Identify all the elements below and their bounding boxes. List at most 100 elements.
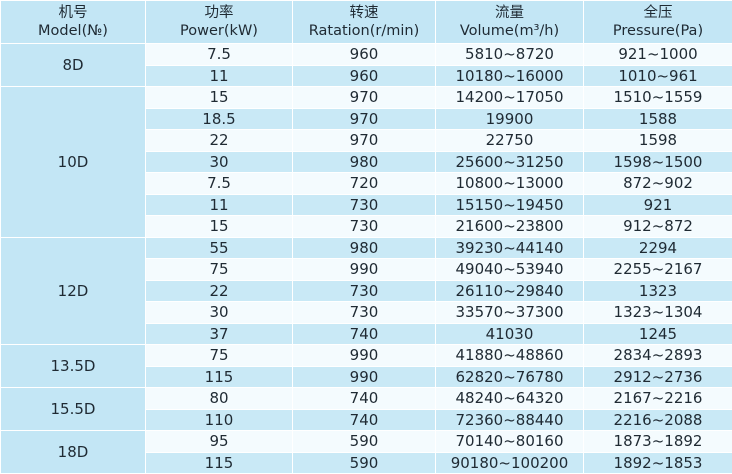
value-cell: 110 (146, 409, 293, 431)
value-cell: 11 (146, 194, 293, 216)
value-cell: 41030 (436, 323, 584, 345)
value-cell: 15 (146, 87, 293, 109)
model-cell: 13.5D (1, 345, 146, 388)
value-cell: 970 (293, 108, 436, 130)
value-cell: 1010~961 (584, 65, 732, 87)
value-cell: 90180~100200 (436, 452, 584, 474)
value-cell: 26110~29840 (436, 280, 584, 302)
value-cell: 2255~2167 (584, 259, 732, 281)
value-cell: 990 (293, 259, 436, 281)
value-cell: 970 (293, 87, 436, 109)
value-cell: 740 (293, 409, 436, 431)
value-cell: 30 (146, 151, 293, 173)
header-en: Power(kW) (146, 22, 292, 40)
value-cell: 72360~88440 (436, 409, 584, 431)
value-cell: 1323~1304 (584, 302, 732, 324)
value-cell: 960 (293, 65, 436, 87)
value-cell: 970 (293, 130, 436, 152)
header-cn: 功率 (146, 4, 292, 22)
value-cell: 18.5 (146, 108, 293, 130)
value-cell: 39230~44140 (436, 237, 584, 259)
value-cell: 80 (146, 388, 293, 410)
value-cell: 720 (293, 173, 436, 195)
value-cell: 730 (293, 302, 436, 324)
value-cell: 75 (146, 259, 293, 281)
value-cell: 740 (293, 323, 436, 345)
value-cell: 872~902 (584, 173, 732, 195)
value-cell: 912~872 (584, 216, 732, 238)
value-cell: 70140~80160 (436, 431, 584, 453)
value-cell: 10800~13000 (436, 173, 584, 195)
value-cell: 7.5 (146, 173, 293, 195)
value-cell: 41880~48860 (436, 345, 584, 367)
value-cell: 990 (293, 366, 436, 388)
header-en: Pressure(Pa) (584, 22, 732, 40)
value-cell: 590 (293, 452, 436, 474)
value-cell: 115 (146, 452, 293, 474)
value-cell: 990 (293, 345, 436, 367)
value-cell: 1588 (584, 108, 732, 130)
value-cell: 10180~16000 (436, 65, 584, 87)
header-en: Model(№) (1, 22, 145, 40)
value-cell: 22750 (436, 130, 584, 152)
model-cell: 10D (1, 87, 146, 238)
value-cell: 1510~1559 (584, 87, 732, 109)
value-cell: 730 (293, 216, 436, 238)
value-cell: 730 (293, 194, 436, 216)
model-cell: 18D (1, 431, 146, 474)
value-cell: 19900 (436, 108, 584, 130)
value-cell: 11 (146, 65, 293, 87)
value-cell: 1598 (584, 130, 732, 152)
value-cell: 2167~2216 (584, 388, 732, 410)
value-cell: 921 (584, 194, 732, 216)
value-cell: 7.5 (146, 44, 293, 66)
value-cell: 22 (146, 130, 293, 152)
value-cell: 21600~23800 (436, 216, 584, 238)
value-cell: 2912~2736 (584, 366, 732, 388)
value-cell: 2294 (584, 237, 732, 259)
value-cell: 25600~31250 (436, 151, 584, 173)
model-cell: 15.5D (1, 388, 146, 431)
value-cell: 2216~2088 (584, 409, 732, 431)
value-cell: 1245 (584, 323, 732, 345)
value-cell: 22 (146, 280, 293, 302)
value-cell: 95 (146, 431, 293, 453)
value-cell: 62820~76780 (436, 366, 584, 388)
value-cell: 730 (293, 280, 436, 302)
value-cell: 980 (293, 237, 436, 259)
value-cell: 980 (293, 151, 436, 173)
value-cell: 590 (293, 431, 436, 453)
value-cell: 1892~1853 (584, 452, 732, 474)
value-cell: 37 (146, 323, 293, 345)
model-cell: 8D (1, 44, 146, 87)
header-cn: 机号 (1, 4, 145, 22)
header-cn: 全压 (584, 4, 732, 22)
model-cell: 12D (1, 237, 146, 345)
value-cell: 1873~1892 (584, 431, 732, 453)
value-cell: 1323 (584, 280, 732, 302)
value-cell: 15 (146, 216, 293, 238)
header-en: Volume(m³/h) (436, 22, 583, 40)
value-cell: 115 (146, 366, 293, 388)
value-cell: 14200~17050 (436, 87, 584, 109)
value-cell: 960 (293, 44, 436, 66)
header-cn: 转速 (293, 4, 435, 22)
value-cell: 33570~37300 (436, 302, 584, 324)
value-cell: 921~1000 (584, 44, 732, 66)
value-cell: 30 (146, 302, 293, 324)
value-cell: 5810~8720 (436, 44, 584, 66)
value-cell: 740 (293, 388, 436, 410)
